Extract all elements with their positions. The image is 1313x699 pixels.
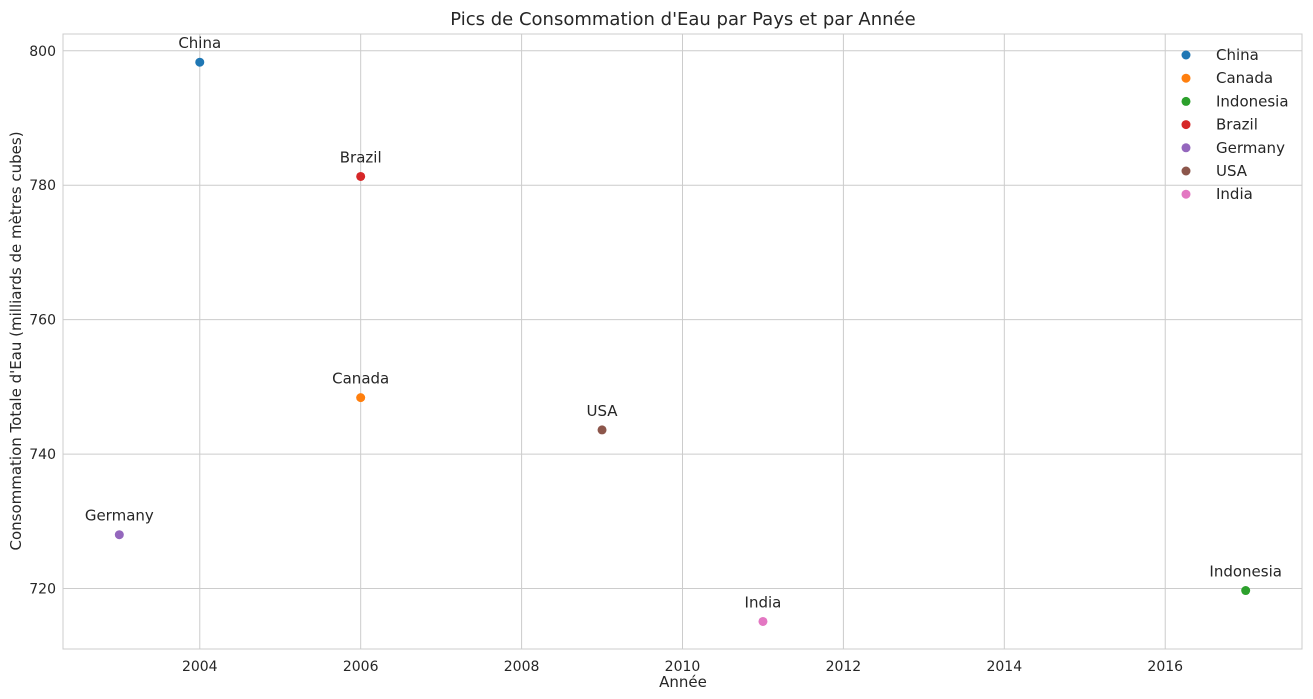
y-tick-label: 760 [29,313,56,329]
x-tick-label: 2014 [986,659,1022,675]
legend: China Canada Indonesia Brazil Germany USA Indi… [1181,46,1289,203]
data-label: Brazil [340,148,382,166]
legend-label: Brazil [1216,116,1258,134]
data-label: USA [587,402,619,420]
legend-marker [1181,189,1191,199]
x-tick-label: 2008 [504,659,540,675]
legend-marker [1181,143,1191,153]
legend-marker [1181,96,1191,106]
legend-marker [1181,73,1191,83]
x-axis-title: Année [659,673,707,691]
data-point [114,530,124,540]
legend-label: India [1216,185,1253,203]
data-point [597,425,607,435]
x-tick-label: 2012 [826,659,862,675]
data-point [195,57,205,67]
data-point [1241,586,1251,596]
y-tick-label: 780 [29,178,56,194]
legend-label: Indonesia [1216,92,1289,110]
data-point [758,616,768,626]
y-tick-label: 720 [29,582,56,598]
grid [63,34,1302,649]
legend-label: Canada [1216,69,1273,87]
y-axis-title: Consommation Totale d'Eau (milliards de … [7,131,25,550]
x-tick-label: 2016 [1147,659,1183,675]
y-tick-label: 740 [29,447,56,463]
y-tick-label: 800 [29,44,56,60]
chart-title: Pics de Consommation d'Eau par Pays et p… [450,9,915,30]
data-label: Canada [332,370,389,388]
plot-frame [62,33,1303,650]
data-label: India [745,593,782,611]
x-tick-label: 2004 [182,659,218,675]
legend-marker [1181,120,1191,130]
x-tick-label: 2006 [343,659,379,675]
axes: 2004 2006 2008 2010 2012 2014 2016 720 740 760 780… [29,33,1303,675]
data-label: Indonesia [1209,563,1282,581]
legend-label: China [1216,46,1259,64]
data-point [356,393,366,403]
data-label: China [178,34,221,52]
legend-label: Germany [1216,139,1285,157]
data-point [356,171,366,181]
legend-marker [1181,166,1191,176]
data-label: Germany [85,507,154,525]
x-tick-label: 2010 [665,659,701,675]
data-points: China Canada Indonesia Brazil Germany USA Indi… [85,34,1282,626]
legend-marker [1181,50,1191,60]
legend-label: USA [1216,162,1248,180]
